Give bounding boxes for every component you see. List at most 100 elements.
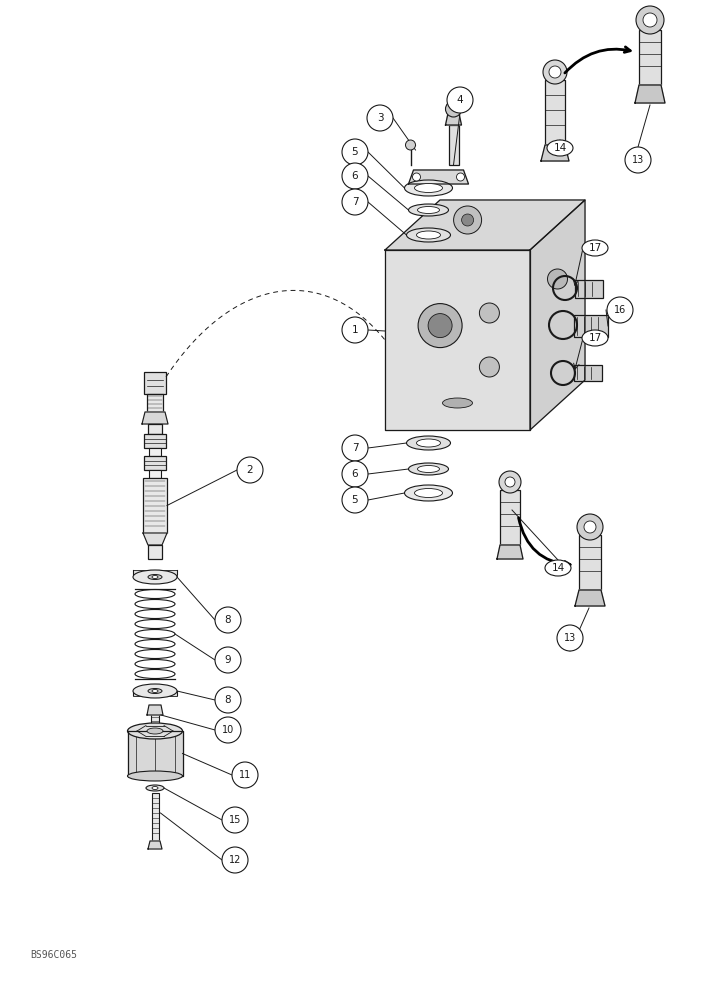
Text: 13: 13 xyxy=(632,155,644,165)
Text: 10: 10 xyxy=(222,725,234,735)
Polygon shape xyxy=(530,200,585,430)
Bar xyxy=(574,365,602,381)
Circle shape xyxy=(222,807,248,833)
Text: 17: 17 xyxy=(589,333,602,343)
Polygon shape xyxy=(148,841,162,849)
Ellipse shape xyxy=(408,463,448,475)
Circle shape xyxy=(215,687,241,713)
Circle shape xyxy=(342,189,368,215)
Circle shape xyxy=(215,607,241,633)
Circle shape xyxy=(453,206,482,234)
Ellipse shape xyxy=(417,466,439,473)
Circle shape xyxy=(549,66,561,78)
Polygon shape xyxy=(446,111,462,125)
Polygon shape xyxy=(385,200,585,250)
Circle shape xyxy=(643,13,657,27)
Polygon shape xyxy=(127,731,182,776)
Circle shape xyxy=(237,457,263,483)
Circle shape xyxy=(428,314,452,338)
Circle shape xyxy=(479,357,499,377)
Text: 15: 15 xyxy=(229,815,241,825)
Polygon shape xyxy=(143,533,167,545)
Circle shape xyxy=(342,163,368,189)
Bar xyxy=(151,705,159,727)
Circle shape xyxy=(636,6,664,34)
Text: 13: 13 xyxy=(564,633,576,643)
Text: 16: 16 xyxy=(614,305,626,315)
Bar xyxy=(448,125,458,165)
Ellipse shape xyxy=(406,228,451,242)
Text: 3: 3 xyxy=(377,113,383,123)
Bar xyxy=(500,490,520,545)
Text: 2: 2 xyxy=(246,465,253,475)
Ellipse shape xyxy=(443,398,472,408)
Circle shape xyxy=(342,317,368,343)
Circle shape xyxy=(456,173,465,181)
Circle shape xyxy=(222,847,248,873)
Polygon shape xyxy=(497,545,523,559)
Circle shape xyxy=(342,435,368,461)
Ellipse shape xyxy=(545,560,571,576)
Circle shape xyxy=(499,471,521,493)
Circle shape xyxy=(367,105,393,131)
Ellipse shape xyxy=(405,485,453,501)
Bar xyxy=(143,478,167,533)
Text: 8: 8 xyxy=(225,615,232,625)
Circle shape xyxy=(447,87,473,113)
Text: 11: 11 xyxy=(239,770,251,780)
Ellipse shape xyxy=(152,690,158,692)
Ellipse shape xyxy=(146,785,164,791)
Circle shape xyxy=(548,269,567,289)
Bar xyxy=(149,470,161,478)
Ellipse shape xyxy=(582,330,608,346)
Text: 4: 4 xyxy=(457,95,463,105)
Bar xyxy=(574,315,608,337)
Ellipse shape xyxy=(148,688,162,694)
Bar xyxy=(144,372,166,394)
Bar xyxy=(148,545,162,559)
Text: BS96C065: BS96C065 xyxy=(30,950,77,960)
Polygon shape xyxy=(385,250,530,430)
Ellipse shape xyxy=(152,576,158,578)
Ellipse shape xyxy=(405,180,453,196)
Polygon shape xyxy=(575,590,605,606)
Circle shape xyxy=(418,304,462,348)
Text: 6: 6 xyxy=(352,469,358,479)
Circle shape xyxy=(215,647,241,673)
Ellipse shape xyxy=(133,684,177,698)
Circle shape xyxy=(462,214,474,226)
Ellipse shape xyxy=(417,207,439,214)
Bar xyxy=(151,793,158,841)
Circle shape xyxy=(413,173,420,181)
Ellipse shape xyxy=(127,723,182,739)
Ellipse shape xyxy=(148,574,162,580)
Text: 7: 7 xyxy=(352,197,358,207)
Bar xyxy=(575,280,603,298)
Text: 12: 12 xyxy=(229,855,241,865)
Ellipse shape xyxy=(415,184,443,192)
Polygon shape xyxy=(635,85,665,103)
Bar xyxy=(579,535,601,590)
Bar xyxy=(639,30,661,85)
Bar xyxy=(148,424,162,434)
Text: 1: 1 xyxy=(352,325,358,335)
Bar xyxy=(147,394,163,412)
Text: 9: 9 xyxy=(225,655,232,665)
Polygon shape xyxy=(147,705,163,715)
Ellipse shape xyxy=(406,436,451,450)
Circle shape xyxy=(584,521,596,533)
Bar xyxy=(144,456,166,470)
Ellipse shape xyxy=(152,786,158,790)
Circle shape xyxy=(446,101,462,117)
Text: 14: 14 xyxy=(551,563,565,573)
Circle shape xyxy=(342,487,368,513)
Bar xyxy=(545,80,565,145)
Text: 5: 5 xyxy=(352,495,358,505)
Circle shape xyxy=(557,625,583,651)
Polygon shape xyxy=(408,170,468,184)
Circle shape xyxy=(607,297,633,323)
Bar xyxy=(133,570,177,576)
Text: 7: 7 xyxy=(352,443,358,453)
Ellipse shape xyxy=(417,231,441,239)
Circle shape xyxy=(232,762,258,788)
